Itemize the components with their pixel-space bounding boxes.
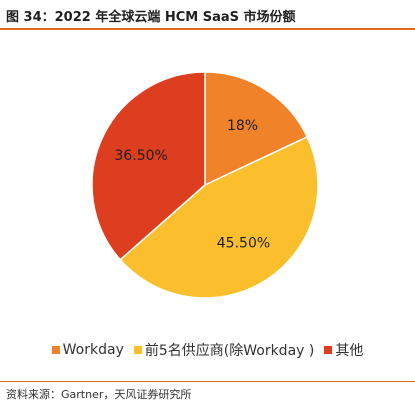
legend-swatch-top5-vendors [133,346,142,354]
legend-item-others: 其他 [324,340,363,360]
legend-swatch-workday [51,346,60,354]
title-divider [0,28,415,30]
legend-item-workday: Workday [51,342,124,358]
pie-label-top5-vendors: 45.50% [217,236,270,252]
legend-label-workday: Workday [62,342,124,358]
legend-swatch-others [324,346,333,354]
legend-label-others: 其他 [335,343,364,359]
pie-slice-others [91,71,206,261]
chart-legend: Workday 前5名供应商(除Workday ) 其他 [0,340,415,360]
pie-chart: 18% 45.50% 36.50% [91,71,319,299]
source-note: 资料来源：Gartner，天风证券研究所 [6,388,192,401]
pie-label-workday: 18% [227,118,258,134]
pie-label-others: 36.50% [114,148,167,164]
legend-item-top5-vendors: 前5名供应商(除Workday ) [133,340,315,360]
legend-label-top5-vendors: 前5名供应商(除Workday ) [144,343,315,359]
pie-slice-top5-vendors [119,135,319,299]
chart-title: 图 34：2022 年全球云端 HCM SaaS 市场份额 [6,10,296,25]
footer-divider [0,381,415,382]
pie-slice-workday [204,71,309,187]
